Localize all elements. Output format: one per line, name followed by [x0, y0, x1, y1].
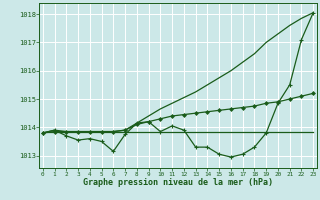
X-axis label: Graphe pression niveau de la mer (hPa): Graphe pression niveau de la mer (hPa): [83, 178, 273, 187]
